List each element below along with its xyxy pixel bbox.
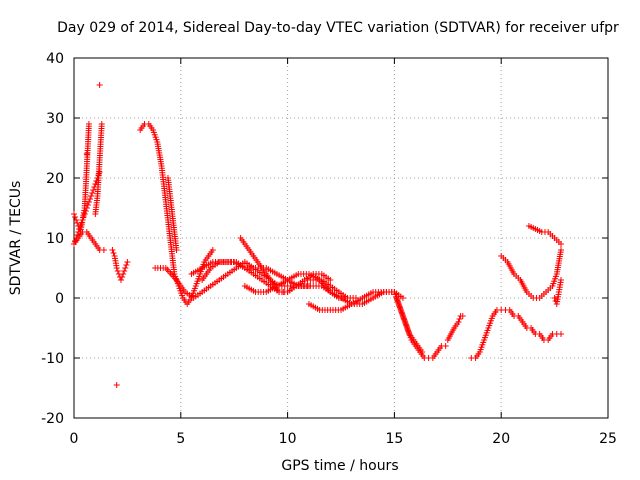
- data-point: [85, 121, 92, 127]
- data-point: [551, 295, 558, 301]
- data-point: [117, 277, 124, 283]
- data-point: [419, 349, 426, 355]
- chart-title: Day 029 of 2014, Sidereal Day-to-day VTE…: [57, 20, 619, 36]
- data-point: [327, 277, 334, 283]
- data-point: [114, 268, 121, 274]
- data-point: [74, 220, 81, 226]
- data-point: [558, 247, 565, 253]
- data-point: [173, 247, 180, 253]
- x-tick-label: 10: [279, 431, 297, 447]
- y-tick-label: 30: [46, 111, 64, 127]
- y-tick-label: 40: [46, 51, 64, 67]
- data-points: [71, 82, 565, 388]
- data-point: [113, 265, 120, 271]
- data-point: [88, 193, 95, 199]
- y-tick-label: -20: [41, 411, 64, 427]
- data-point: [120, 271, 127, 277]
- data-point: [90, 187, 97, 193]
- x-tick-label: 15: [385, 431, 403, 447]
- y-tick-label: 0: [55, 291, 64, 307]
- data-point: [73, 217, 80, 223]
- data-point: [122, 265, 129, 271]
- data-point: [113, 382, 120, 388]
- data-point: [305, 283, 312, 289]
- data-point: [83, 151, 90, 157]
- data-point: [110, 250, 117, 256]
- grid: [74, 58, 608, 418]
- data-point: [209, 247, 216, 253]
- data-point: [121, 268, 128, 274]
- y-tick-labels: -20 -10 0 10 20 30 40: [41, 51, 64, 427]
- x-tick-labels: 0 5 10 15 20 25: [70, 431, 617, 447]
- data-point: [96, 169, 103, 175]
- data-point: [456, 316, 463, 322]
- data-point: [123, 262, 130, 268]
- x-axis-label: GPS time / hours: [281, 458, 398, 474]
- x-tick-label: 20: [492, 431, 510, 447]
- data-point: [92, 181, 99, 187]
- x-tick-label: 25: [599, 431, 617, 447]
- y-tick-label: 20: [46, 171, 64, 187]
- data-point: [109, 247, 116, 253]
- data-point: [71, 211, 77, 217]
- data-point: [124, 259, 131, 265]
- y-axis-label: SDTVAR / TECUs: [8, 181, 24, 296]
- data-point: [84, 202, 91, 208]
- x-tick-label: 0: [70, 431, 79, 447]
- x-tick-label: 5: [176, 431, 185, 447]
- y-tick-label: -10: [41, 351, 64, 367]
- data-point: [119, 274, 126, 280]
- data-point: [98, 121, 105, 127]
- data-point: [455, 319, 462, 325]
- data-point: [96, 82, 103, 88]
- data-point: [558, 277, 565, 283]
- data-point: [459, 313, 466, 319]
- data-point: [558, 331, 565, 337]
- data-point: [399, 295, 406, 301]
- y-tick-label: 10: [46, 231, 64, 247]
- data-point: [100, 247, 107, 253]
- data-point: [75, 223, 82, 229]
- data-point: [72, 214, 79, 220]
- data-point: [89, 190, 96, 196]
- data-point: [442, 343, 449, 349]
- data-point: [85, 199, 92, 205]
- data-point: [558, 241, 565, 247]
